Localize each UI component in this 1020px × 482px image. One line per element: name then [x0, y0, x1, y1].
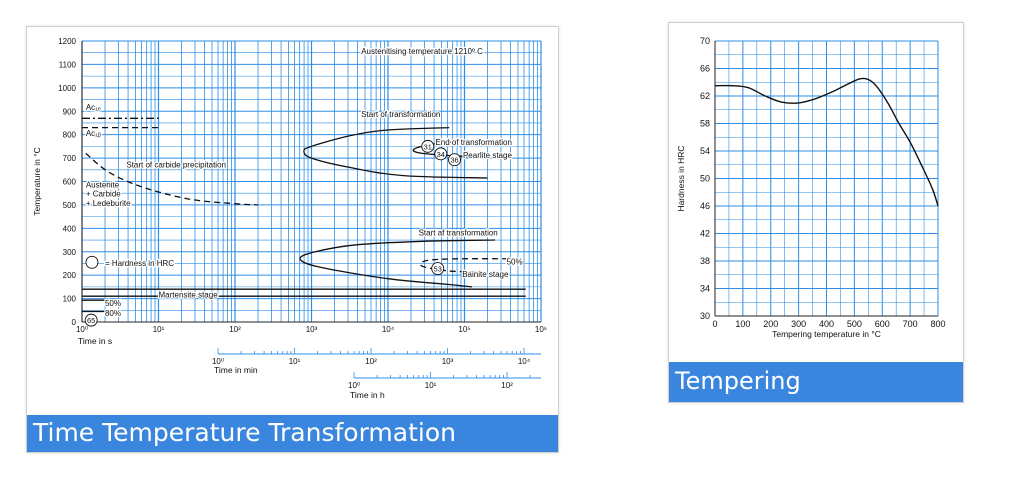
x-tick-label-h: 10¹ [425, 381, 437, 390]
x-tick-label-min: 10³ [442, 357, 454, 366]
ledeburite-label: + Ledeburite [86, 199, 131, 208]
x-tick-label-s: 10⁶ [535, 325, 547, 334]
martensite-stage-label: Martensite stage [159, 290, 219, 299]
y-tick-label: 300 [63, 248, 77, 257]
x-tick-label-s: 10² [229, 325, 241, 334]
series-line [419, 258, 519, 273]
pearlite-stage-label: Pearlite stage [463, 151, 512, 160]
ttt-chart-panel: 0 100 200 300 400 500 600 700 800 900 1000 1100 1200… [26, 26, 559, 453]
y-tick-label: 100 [63, 295, 77, 304]
y-tick-label: 200 [63, 271, 77, 280]
x-tick-label-h: 10⁰ [348, 381, 360, 390]
x-tick-label: 700 [903, 319, 918, 329]
hardness-value: 31 [424, 142, 432, 151]
bainite-stage-label: Bainite stage [462, 270, 509, 279]
austenitising-label: Austenitising temperature 1210º C [361, 47, 483, 56]
x-tick-label: 500 [847, 319, 862, 329]
y-tick-label: 1200 [58, 37, 76, 46]
bainite-percent-label: 50% [507, 258, 523, 267]
y-tick-label: 400 [63, 224, 77, 233]
ttt-chart: 0 100 200 300 400 500 600 700 800 900 1000 1100 1200… [32, 37, 547, 400]
y-tick-label: 38 [700, 256, 710, 266]
y-tick-label: 58 [700, 119, 710, 129]
x-tick-label-min: 10¹ [289, 357, 301, 366]
y-tick-label: 42 [700, 229, 710, 239]
start-transformation-upper-label: Start of transformation [361, 110, 440, 119]
hardness-marker [431, 262, 445, 276]
x-axis-label-h: Time in h [350, 390, 385, 400]
x-tick-label-s: 10⁴ [382, 325, 395, 334]
ac1b-label: Ac₁ᵦ [86, 129, 101, 138]
y-tick-label: 1100 [59, 60, 77, 69]
end-transformation-label: End of transformation [435, 138, 511, 147]
hardness-curve [714, 77, 939, 207]
tempering-chart-panel: 0 100 200 300 400 500 600 700 800 30 34 38 42 46 50 54 5… [668, 22, 964, 403]
x-tick-label-s: 10¹ [153, 325, 165, 334]
series-line [85, 152, 258, 206]
y-tick-label: 900 [63, 107, 77, 116]
hardness-value: 34 [437, 150, 445, 159]
y-axis-label: Temperature in °C [32, 147, 42, 216]
y-axis-label: Hardness in HRC [676, 145, 686, 211]
y-tick-label: 50 [700, 174, 710, 184]
x-tick-label-h: 10² [501, 381, 513, 390]
x-tick-label: 400 [819, 319, 834, 329]
y-tick-label: 54 [700, 146, 710, 156]
y-tick-label: 1000 [58, 84, 76, 93]
hardness-value: 36 [450, 156, 458, 165]
x-tick-label: 200 [763, 319, 778, 329]
y-tick-label: 62 [700, 91, 710, 101]
x-tick-label: 100 [735, 319, 750, 329]
carbide-precipitation-label: Start of carbide precipitation [126, 160, 226, 169]
tempering-chart: 0 100 200 300 400 500 600 700 800 30 34 38 42 46 50 54 5… [676, 36, 946, 339]
x-tick-label-min: 10⁰ [212, 357, 224, 366]
hardness-marker [421, 139, 435, 153]
y-tick-label: 600 [63, 178, 77, 187]
x-axis-label: Tempering temperature in °C [772, 329, 881, 339]
x-tick-label-s: 10⁰ [76, 325, 88, 334]
x-tick-label: 0 [712, 319, 717, 329]
x-tick-label: 600 [875, 319, 890, 329]
y-tick-label: 500 [63, 201, 77, 210]
hardness-marker [448, 153, 462, 167]
x-axis-label-min: Time in min [214, 365, 258, 375]
start-transformation-lower-label: Start af transformation [419, 228, 498, 237]
hardness-legend-label: = Hardness in HRC [105, 259, 174, 268]
x-tick-label-s: 10⁵ [458, 325, 470, 334]
y-tick-label: 0 [72, 318, 77, 327]
carbide-label: + Carbide [86, 190, 121, 199]
x-tick-label-min: 10⁴ [518, 357, 531, 366]
x-tick-label-s: 10³ [306, 325, 318, 334]
hardness-legend-circle [85, 255, 99, 269]
y-tick-label: 700 [63, 154, 77, 163]
series-line [303, 126, 488, 179]
x-tick-label: 800 [930, 319, 945, 329]
hardness-value: 53 [434, 265, 442, 274]
y-tick-label: 800 [63, 131, 77, 140]
martensite-80-label: 80% [105, 309, 121, 318]
hardness-marker [84, 313, 98, 327]
tempering-caption: Tempering [669, 362, 963, 402]
hardness-marker [434, 147, 448, 161]
y-tick-label: 66 [700, 64, 710, 74]
austenite-label: Austenite [86, 180, 120, 189]
x-tick-label: 300 [791, 319, 806, 329]
series-line [299, 239, 496, 288]
y-tick-label: 46 [700, 201, 710, 211]
hardness-value: 65 [87, 316, 95, 325]
martensite-50-label: 50% [105, 299, 121, 308]
y-tick-label: 34 [700, 284, 710, 294]
y-tick-label: 70 [700, 36, 710, 46]
x-axis-label-s: Time in s [78, 336, 112, 346]
y-tick-label: 30 [700, 311, 710, 321]
x-tick-label-min: 10² [365, 357, 377, 366]
ttt-caption: Time Temperature Transformation [27, 415, 558, 452]
ac1e-label: Ac₁ₑ [86, 103, 101, 112]
